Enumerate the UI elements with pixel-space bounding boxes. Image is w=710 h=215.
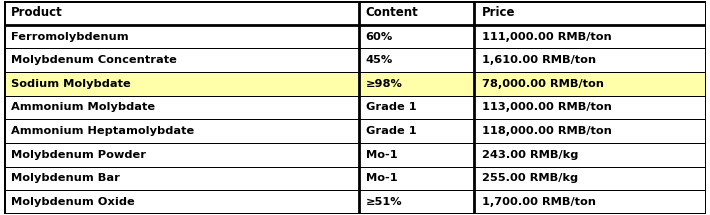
Bar [4,48,359,72]
Text: 111,000.00 RMB/ton: 111,000.00 RMB/ton [481,32,611,41]
Bar [4,25,359,48]
Text: Molybdenum Oxide: Molybdenum Oxide [11,197,134,207]
Text: 1,700.00 RMB/ton: 1,700.00 RMB/ton [481,197,596,207]
Bar [474,96,706,119]
Bar [474,1,706,25]
Bar [4,96,359,119]
Bar [359,48,474,72]
Text: Price: Price [481,6,515,19]
Text: Grade 1: Grade 1 [366,126,416,136]
Text: Molybdenum Concentrate: Molybdenum Concentrate [11,55,177,65]
Text: Ammonium Heptamolybdate: Ammonium Heptamolybdate [11,126,194,136]
Text: 243.00 RMB/kg: 243.00 RMB/kg [481,150,578,160]
Text: Grade 1: Grade 1 [366,103,416,112]
Text: Mo-1: Mo-1 [366,174,397,183]
Text: Mo-1: Mo-1 [366,150,397,160]
Bar [4,119,359,143]
Bar [474,48,706,72]
Bar [474,72,706,96]
Text: Molybdenum Powder: Molybdenum Powder [11,150,146,160]
Bar [4,72,359,96]
Text: 78,000.00 RMB/ton: 78,000.00 RMB/ton [481,79,604,89]
Bar [474,143,706,167]
Bar [4,167,359,190]
Text: 45%: 45% [366,55,393,65]
Bar [474,25,706,48]
Text: Ferromolybdenum: Ferromolybdenum [11,32,129,41]
Bar [359,72,474,96]
Bar [359,25,474,48]
Bar [359,119,474,143]
Bar [474,190,706,214]
Text: 60%: 60% [366,32,393,41]
Text: Ammonium Molybdate: Ammonium Molybdate [11,103,155,112]
Text: ≥51%: ≥51% [366,197,402,207]
Bar [359,190,474,214]
Bar [359,1,474,25]
Text: Product: Product [11,6,62,19]
Bar [474,119,706,143]
Bar [359,167,474,190]
Text: Content: Content [366,6,418,19]
Bar [474,167,706,190]
Bar [359,143,474,167]
Bar [4,190,359,214]
Text: Sodium Molybdate: Sodium Molybdate [11,79,131,89]
Bar [359,96,474,119]
Text: 1,610.00 RMB/ton: 1,610.00 RMB/ton [481,55,596,65]
Text: 118,000.00 RMB/ton: 118,000.00 RMB/ton [481,126,611,136]
Text: ≥98%: ≥98% [366,79,403,89]
Bar [4,1,359,25]
Text: 113,000.00 RMB/ton: 113,000.00 RMB/ton [481,103,611,112]
Bar [4,143,359,167]
Text: Molybdenum Bar: Molybdenum Bar [11,174,119,183]
Text: 255.00 RMB/kg: 255.00 RMB/kg [481,174,578,183]
